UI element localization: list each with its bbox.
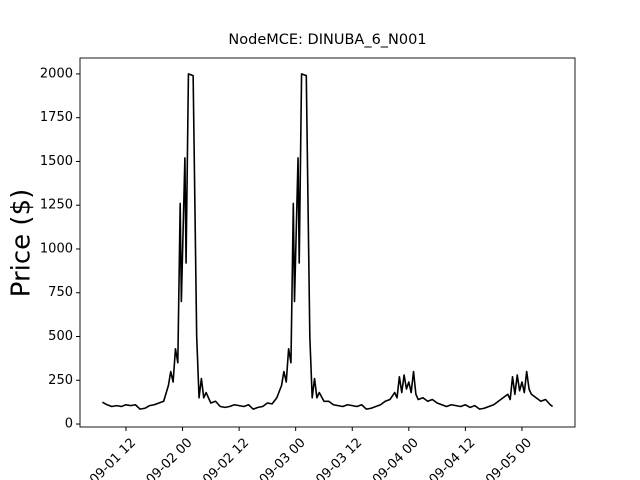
y-tick-label: 1750 <box>40 110 73 125</box>
x-tick-label: 09-02 12 <box>200 435 252 480</box>
y-tick-label: 500 <box>48 329 73 344</box>
chart-title: NodeMCE: DINUBA_6_N001 <box>228 32 426 48</box>
x-tick-label: 09-03 00 <box>257 435 309 480</box>
price-line <box>102 73 554 410</box>
y-tick-label: 1500 <box>40 154 73 169</box>
x-tick-label: 09-02 00 <box>144 435 196 480</box>
y-tick-label: 0 <box>65 417 73 432</box>
y-axis-label: Price ($) <box>7 189 37 298</box>
y-tick-label: 1250 <box>40 198 73 213</box>
x-tick-label: 09-04 12 <box>427 435 479 480</box>
y-tick-label: 1000 <box>40 241 73 256</box>
y-tick-label: 250 <box>48 373 73 388</box>
y-tick-label: 750 <box>48 285 73 300</box>
x-tick-label: 09-05 00 <box>483 435 535 480</box>
y-tick-label: 2000 <box>40 66 73 81</box>
x-tick-label: 09-04 00 <box>370 435 422 480</box>
x-tick-label: 09-01 12 <box>87 435 139 480</box>
plot-frame <box>79 57 576 428</box>
x-tick-label: 09-03 12 <box>313 435 365 480</box>
